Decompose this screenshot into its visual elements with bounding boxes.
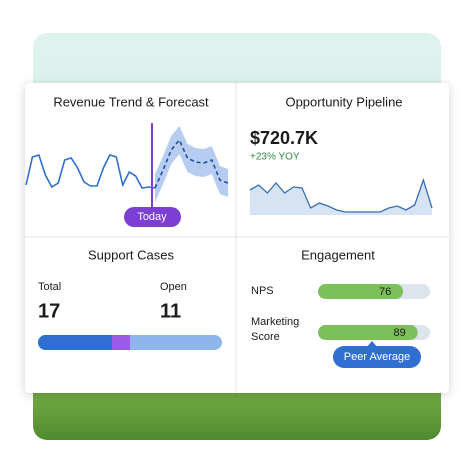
pipeline-line xyxy=(249,177,433,213)
pipeline-area xyxy=(250,180,432,215)
actual-line xyxy=(25,154,156,189)
metric-label: NPS xyxy=(251,285,274,297)
label: Total xyxy=(38,281,61,293)
panel-title: Engagement xyxy=(301,247,375,262)
count: 17 xyxy=(38,300,60,322)
change: +23% YOY xyxy=(250,152,300,163)
panel-title: Opportunity Pipeline xyxy=(285,94,402,109)
metric-value: 89 xyxy=(394,327,406,339)
peer-pill xyxy=(333,346,421,368)
count: 11 xyxy=(160,300,181,322)
panel-title: Revenue Trend & Forecast xyxy=(53,94,209,109)
peer-label: Peer Average xyxy=(344,351,410,363)
today-pill xyxy=(124,207,181,227)
case-bar xyxy=(38,335,113,350)
amount: $720.7K xyxy=(250,128,318,148)
metric-value: 76 xyxy=(379,286,391,298)
case-bar xyxy=(110,335,130,350)
today-label: Today xyxy=(137,211,167,223)
metric-bar xyxy=(318,284,404,299)
forecast-band xyxy=(155,126,228,202)
label: Open xyxy=(160,281,187,293)
metric-label: Marketing xyxy=(251,316,299,328)
metric-label: Score xyxy=(251,331,280,343)
metric-bar xyxy=(318,325,418,340)
panel-title: Support Cases xyxy=(88,247,174,262)
forecast-line xyxy=(154,138,229,189)
